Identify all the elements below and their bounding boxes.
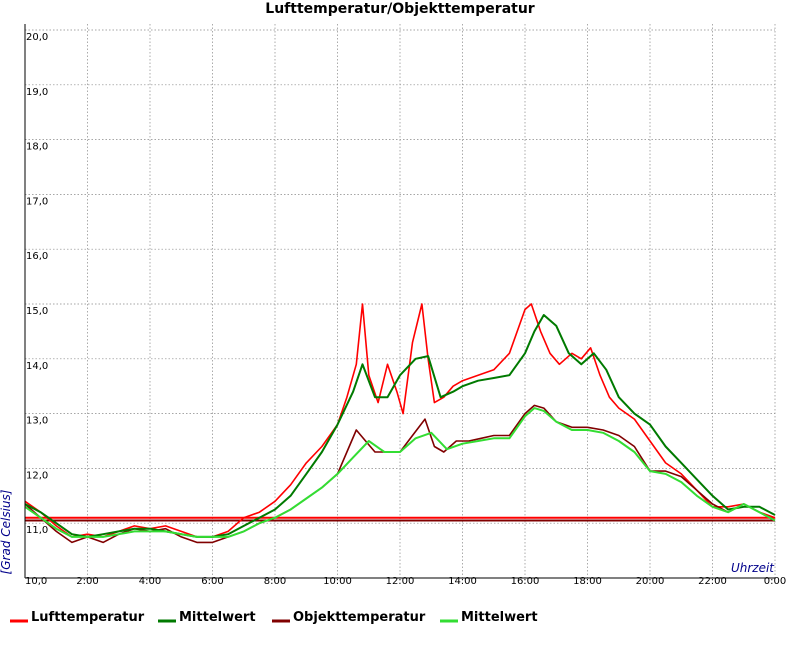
legend: Lufttemperatur Mittelwert Objekttemperatur… bbox=[10, 610, 538, 625]
y-tick-label: 15,0 bbox=[26, 306, 48, 317]
x-tick-label: 0:00 bbox=[764, 576, 786, 587]
y-tick-label: 18,0 bbox=[26, 142, 48, 153]
x-tick-label: 22:00 bbox=[698, 576, 727, 587]
y-tick-label: 13,0 bbox=[26, 416, 48, 427]
series-line-4 bbox=[24, 407, 776, 538]
x-tick-label: 14:00 bbox=[448, 576, 477, 587]
y-tick-label: 20,0 bbox=[26, 32, 48, 43]
y-tick-label: 17,0 bbox=[26, 196, 48, 207]
axes bbox=[24, 24, 775, 579]
series-line-1 bbox=[24, 303, 776, 538]
x-tick-label: 16:00 bbox=[511, 576, 540, 587]
x-tick-label: 2:00 bbox=[76, 576, 98, 587]
tick-labels: 11,0 12,0 13,0 14,0 15,0 16,0 17,0 18,0 19,0 20,0… bbox=[25, 32, 786, 587]
x-tick-label: 6:00 bbox=[201, 576, 223, 587]
x-tick-label: 10,0 bbox=[25, 576, 47, 587]
y-tick-label: 16,0 bbox=[26, 251, 48, 262]
y-tick-label: 19,0 bbox=[26, 87, 48, 98]
legend-entry: Objekttemperatur bbox=[293, 610, 426, 625]
grid bbox=[25, 24, 776, 578]
legend-entry: Mittelwert bbox=[179, 610, 256, 625]
legend-entry: Lufttemperatur bbox=[31, 610, 145, 625]
chart-title: Lufttemperatur/Objekttemperatur bbox=[265, 1, 535, 17]
legend-entry: Mittelwert bbox=[461, 610, 538, 625]
x-axis-label: Uhrzeit bbox=[731, 561, 775, 575]
x-tick-label: 12:00 bbox=[386, 576, 415, 587]
series-line-3 bbox=[24, 404, 776, 544]
reference-lines bbox=[25, 516, 775, 522]
y-axis-label: [Grad Celsius] bbox=[0, 489, 13, 574]
y-tick-label: 11,0 bbox=[26, 525, 48, 536]
series-lines bbox=[24, 303, 776, 544]
x-tick-label: 10:00 bbox=[323, 576, 352, 587]
y-tick-label: 12,0 bbox=[26, 470, 48, 481]
x-tick-label: 4:00 bbox=[139, 576, 161, 587]
x-tick-label: 8:00 bbox=[264, 576, 286, 587]
x-tick-label: 20:00 bbox=[636, 576, 665, 587]
y-tick-label: 14,0 bbox=[26, 361, 48, 372]
x-tick-label: 18:00 bbox=[573, 576, 602, 587]
